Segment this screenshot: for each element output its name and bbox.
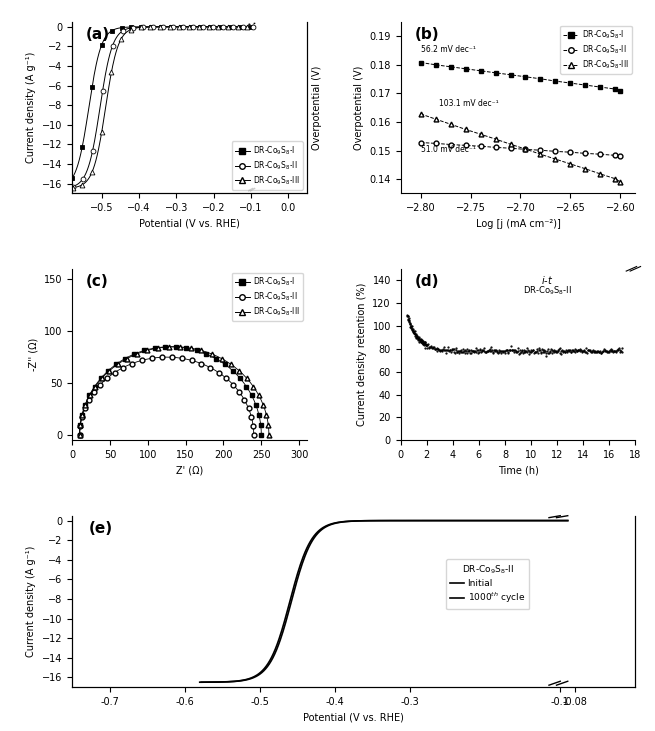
1000$^{th}$ cycle xyxy=(462,516,470,525)
Initial xyxy=(427,516,435,525)
Initial xyxy=(564,516,572,525)
Line: 1000$^{th}$ cycle: 1000$^{th}$ cycle xyxy=(201,520,568,682)
X-axis label: Time (h): Time (h) xyxy=(498,466,538,476)
Text: (b): (b) xyxy=(415,27,440,42)
Legend: Initial, 1000$^{th}$ cycle: Initial, 1000$^{th}$ cycle xyxy=(446,559,529,610)
1000$^{th}$ cycle xyxy=(242,675,250,684)
Text: (a): (a) xyxy=(86,27,110,42)
Text: 103.1 mV dec⁻¹: 103.1 mV dec⁻¹ xyxy=(439,99,498,108)
Initial xyxy=(463,516,471,525)
Text: 51.0 mV dec⁻¹: 51.0 mV dec⁻¹ xyxy=(421,145,476,154)
Legend: DR-Co$_9$S$_8$-I, DR-Co$_9$S$_8$-II, DR-Co$_9$S$_8$-III: DR-Co$_9$S$_8$-I, DR-Co$_9$S$_8$-II, DR-… xyxy=(560,26,631,74)
Y-axis label: Overpotential (V): Overpotential (V) xyxy=(354,66,364,150)
1000$^{th}$ cycle xyxy=(197,678,205,686)
Y-axis label: Current density retention (%): Current density retention (%) xyxy=(357,283,367,426)
Initial xyxy=(240,675,248,684)
Y-axis label: Current density (A g⁻¹): Current density (A g⁻¹) xyxy=(26,546,36,657)
1000$^{th}$ cycle xyxy=(428,516,436,525)
Initial xyxy=(341,517,349,526)
Y-axis label: Overpotential (V): Overpotential (V) xyxy=(312,66,322,150)
Text: $i$-$t$: $i$-$t$ xyxy=(542,274,554,286)
Y-axis label: -Z'' (Ω): -Z'' (Ω) xyxy=(28,338,38,371)
X-axis label: Z' (Ω): Z' (Ω) xyxy=(176,466,203,476)
X-axis label: Potential (V vs. RHE): Potential (V vs. RHE) xyxy=(303,713,404,722)
1000$^{th}$ cycle xyxy=(343,517,350,526)
1000$^{th}$ cycle xyxy=(464,516,472,525)
Line: Initial: Initial xyxy=(200,520,568,682)
1000$^{th}$ cycle xyxy=(564,516,572,525)
1000$^{th}$ cycle xyxy=(317,526,325,535)
Text: (d): (d) xyxy=(415,274,440,289)
Initial xyxy=(196,678,204,686)
Text: DR-Co$_9$S$_8$-II: DR-Co$_9$S$_8$-II xyxy=(523,284,572,297)
Initial xyxy=(316,526,324,534)
Legend: DR-Co$_9$S$_8$-I, DR-Co$_9$S$_8$-II, DR-Co$_9$S$_8$-III: DR-Co$_9$S$_8$-I, DR-Co$_9$S$_8$-II, DR-… xyxy=(232,273,303,321)
Text: (e): (e) xyxy=(89,520,113,536)
Text: 56.2 mV dec⁻¹: 56.2 mV dec⁻¹ xyxy=(421,45,476,54)
Legend: DR-Co$_9$S$_8$-I, DR-Co$_9$S$_8$-II, DR-Co$_9$S$_8$-III: DR-Co$_9$S$_8$-I, DR-Co$_9$S$_8$-II, DR-… xyxy=(232,141,303,189)
Y-axis label: Current density (A g⁻¹): Current density (A g⁻¹) xyxy=(26,52,36,163)
Initial xyxy=(461,516,469,525)
Text: (c): (c) xyxy=(86,274,109,289)
X-axis label: Potential (V vs. RHE): Potential (V vs. RHE) xyxy=(139,219,240,229)
X-axis label: Log [j (mA cm⁻²)]: Log [j (mA cm⁻²)] xyxy=(476,219,561,229)
